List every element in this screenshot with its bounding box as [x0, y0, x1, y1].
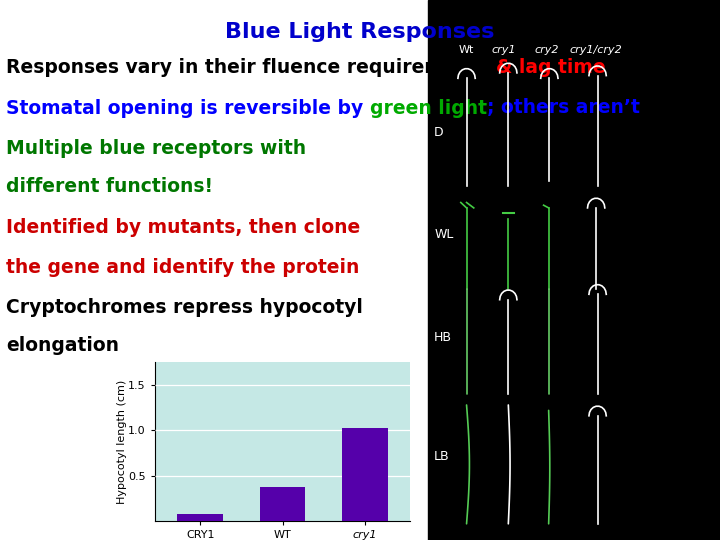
- Text: Multiple blue receptors with: Multiple blue receptors with: [6, 139, 306, 158]
- Y-axis label: Hypocotyl length (cm): Hypocotyl length (cm): [117, 379, 127, 504]
- Text: & lag time: & lag time: [496, 58, 606, 77]
- Text: green light: green light: [369, 98, 487, 118]
- Text: elongation: elongation: [6, 336, 119, 355]
- Bar: [0, 0, 428, 540]
- Text: HB: HB: [434, 331, 452, 344]
- Text: cry2: cry2: [535, 45, 559, 55]
- Text: Blue Light Responses: Blue Light Responses: [225, 22, 495, 42]
- Text: the gene and identify the protein: the gene and identify the protein: [6, 258, 359, 277]
- Bar: [343, 428, 388, 521]
- Text: WL: WL: [434, 228, 454, 241]
- Bar: [428, 0, 720, 540]
- Text: LB: LB: [434, 450, 450, 463]
- Text: Cryptochromes repress hypocotyl: Cryptochromes repress hypocotyl: [6, 298, 363, 318]
- Text: Wt: Wt: [459, 45, 474, 55]
- Bar: [260, 487, 305, 521]
- Text: Responses vary in their fluence requirements: Responses vary in their fluence requirem…: [6, 58, 496, 77]
- Text: Identified by mutants, then clone: Identified by mutants, then clone: [6, 218, 360, 238]
- Text: different functions!: different functions!: [6, 177, 213, 196]
- Text: cry1: cry1: [492, 45, 516, 55]
- Text: ; others aren’t: ; others aren’t: [487, 98, 639, 118]
- Bar: [177, 514, 222, 521]
- Text: cry1/cry2: cry1/cry2: [570, 45, 623, 55]
- Text: D: D: [434, 126, 444, 139]
- Text: Stomatal opening is reversible by: Stomatal opening is reversible by: [6, 98, 369, 118]
